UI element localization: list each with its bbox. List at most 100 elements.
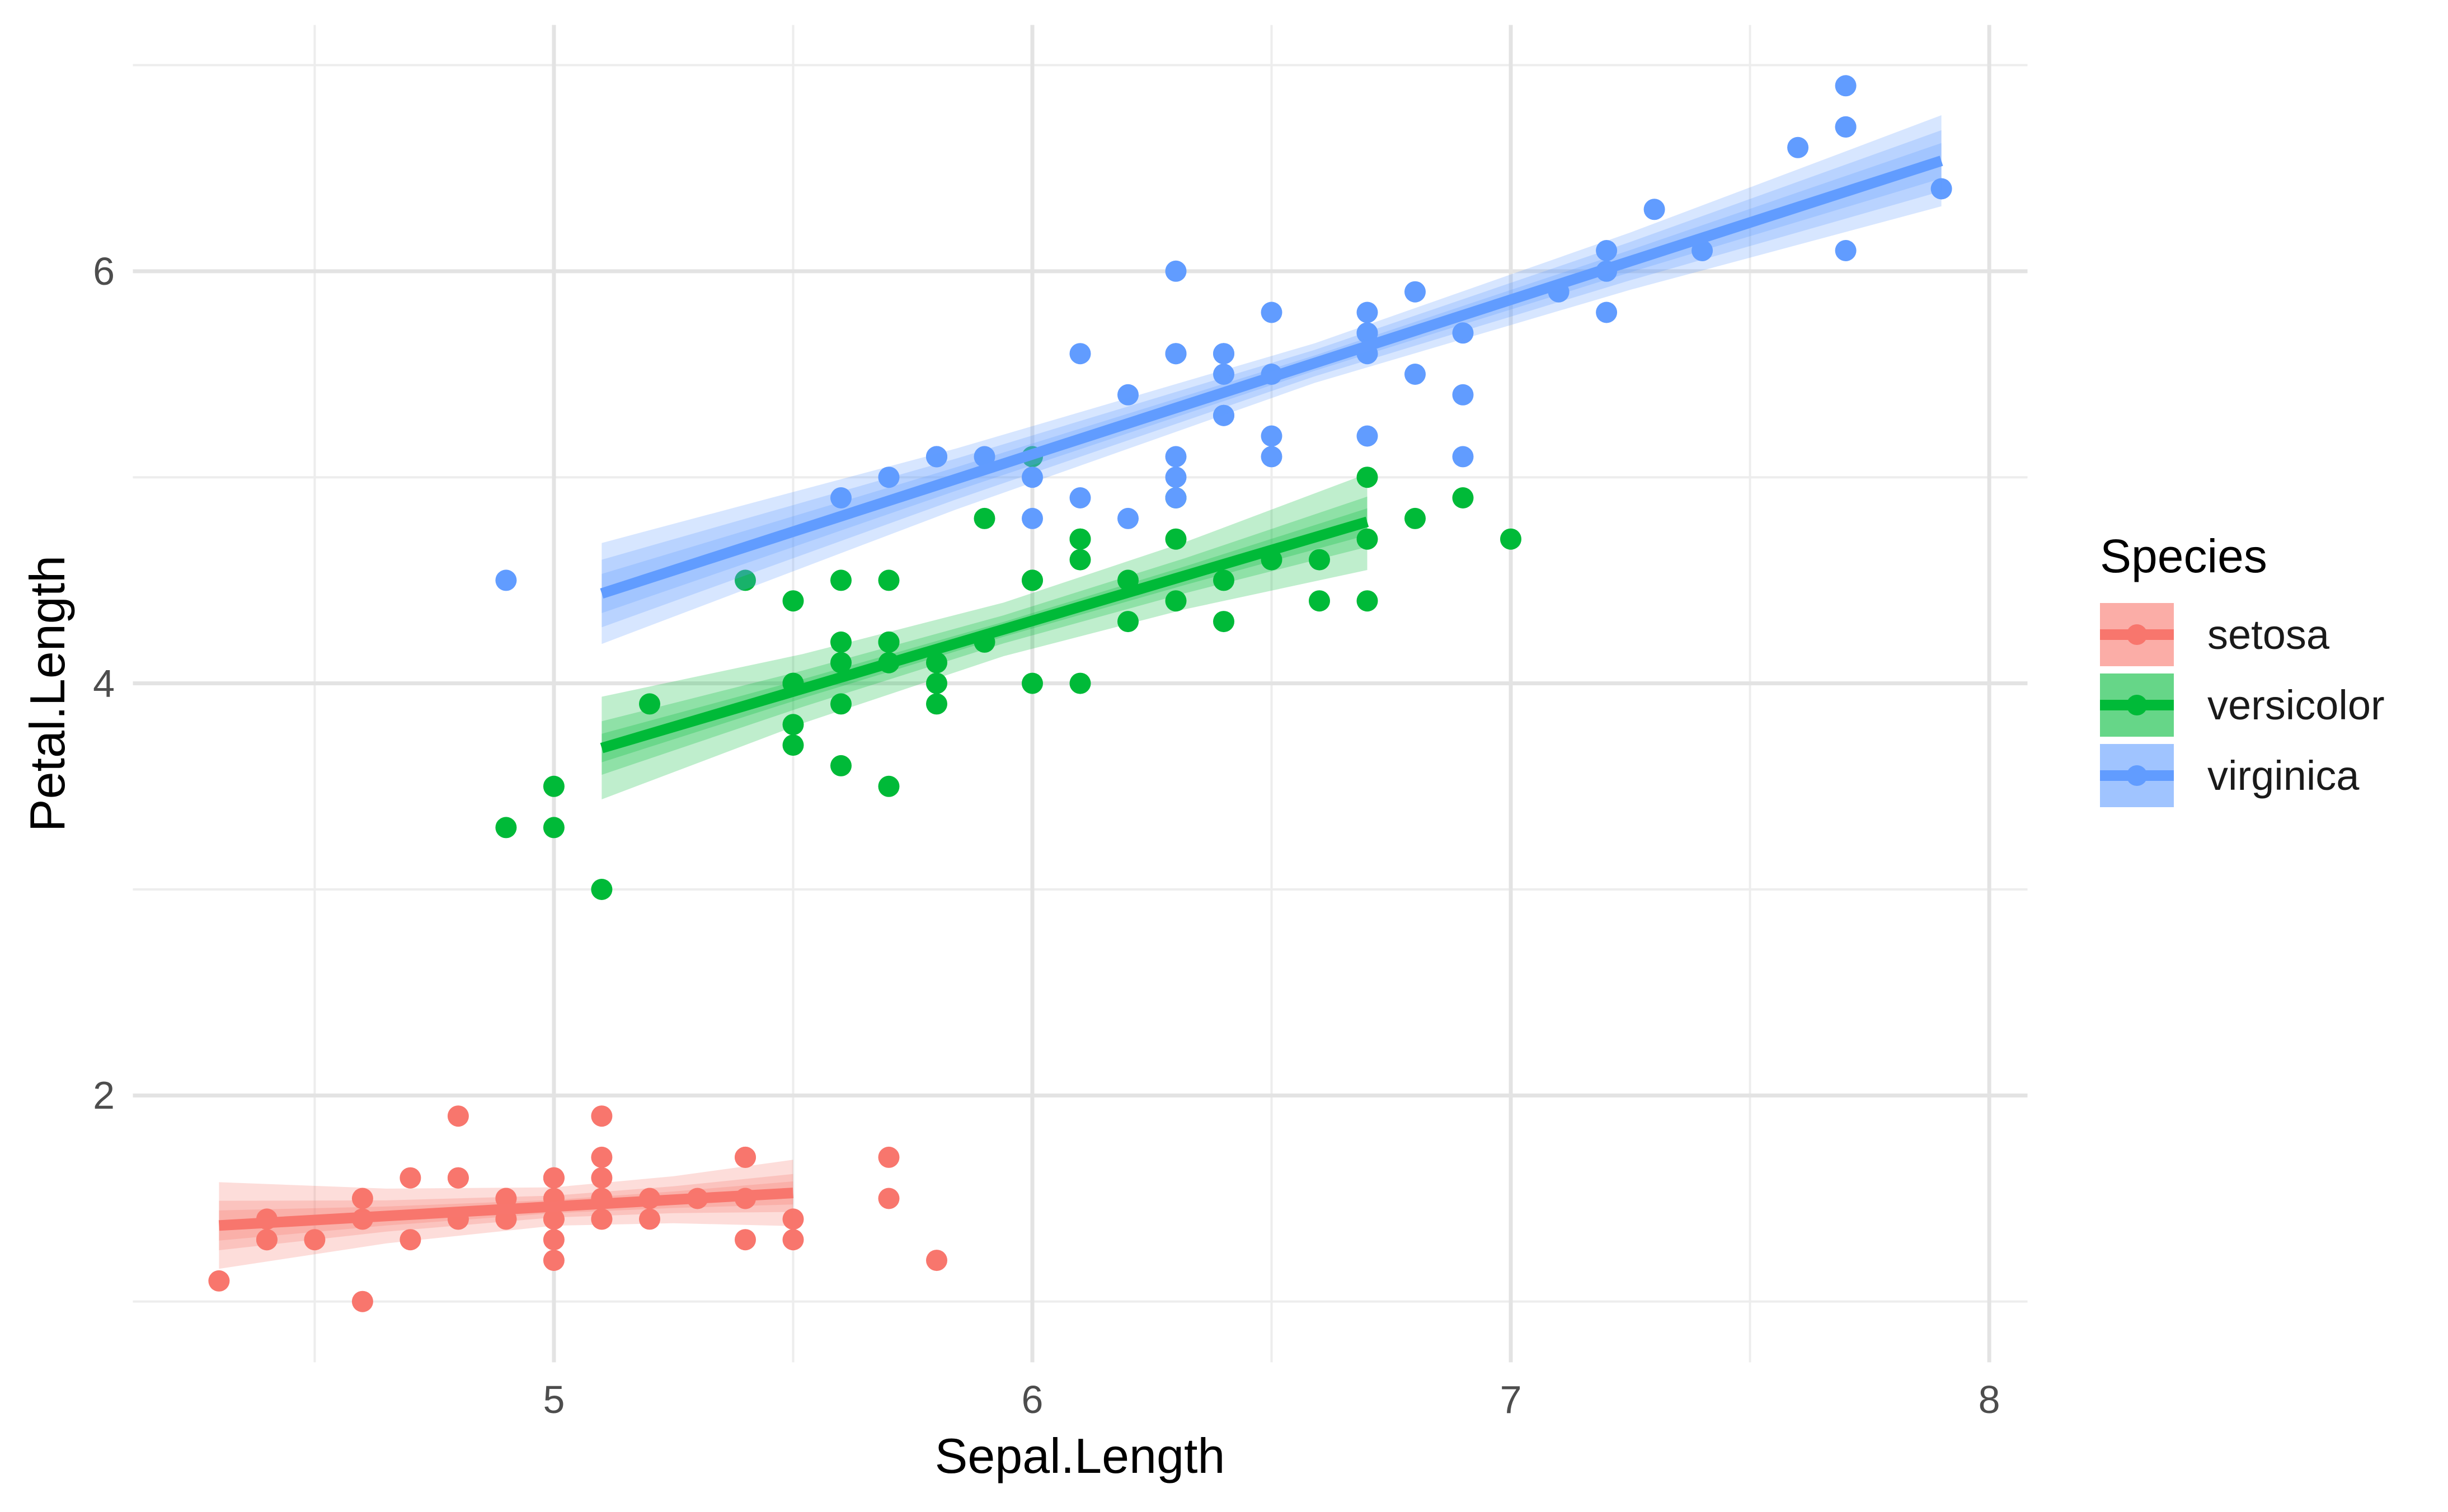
data-point	[1835, 75, 1857, 97]
data-point	[735, 1146, 756, 1168]
data-point	[1596, 302, 1618, 323]
data-point	[1022, 672, 1043, 694]
data-point	[1356, 467, 1378, 488]
x-tick-label: 6	[1021, 1378, 1044, 1421]
data-point	[495, 569, 517, 591]
legend-key-swatch	[2100, 744, 2174, 807]
data-point	[1500, 528, 1521, 550]
x-tick-label: 7	[1500, 1378, 1522, 1421]
data-point	[351, 1290, 373, 1312]
data-point	[543, 1208, 565, 1230]
y-tick-label: 2	[93, 1073, 115, 1118]
minor-gridlines	[133, 25, 2028, 1363]
data-point	[591, 1208, 613, 1230]
data-point	[1452, 384, 1474, 406]
data-point	[1069, 528, 1091, 550]
data-point	[1356, 590, 1378, 612]
data-point	[782, 1229, 804, 1251]
data-point	[1213, 569, 1234, 591]
data-point	[591, 1146, 613, 1168]
legend-entry-label: setosa	[2207, 611, 2330, 658]
data-point	[1404, 281, 1426, 303]
data-point	[878, 1188, 900, 1209]
data-point	[974, 507, 995, 529]
data-point	[830, 631, 852, 653]
legend-entry-label: versicolor	[2207, 681, 2385, 728]
data-point	[543, 1229, 565, 1251]
data-point	[1596, 240, 1618, 261]
legend-key-point	[2126, 765, 2148, 786]
regression-line-versicolor	[600, 516, 1369, 753]
data-point	[1356, 302, 1378, 323]
data-point	[1309, 590, 1330, 612]
data-point	[1835, 116, 1857, 138]
data-point	[782, 590, 804, 612]
data-point	[782, 1208, 804, 1230]
data-point	[1165, 487, 1187, 508]
data-point	[926, 693, 947, 715]
data-point	[1213, 364, 1234, 385]
legend: Species setosa versicolor virginica	[2100, 533, 2385, 814]
data-point	[1643, 199, 1665, 220]
data-point	[591, 879, 613, 900]
legend-entry-label: virginica	[2207, 752, 2360, 799]
data-point	[926, 652, 947, 673]
data-point	[351, 1188, 373, 1209]
data-point	[878, 775, 900, 797]
data-point	[1213, 404, 1234, 426]
data-point	[447, 1105, 469, 1127]
data-point	[1165, 467, 1187, 488]
data-point	[1356, 528, 1378, 550]
data-point	[830, 652, 852, 673]
data-point	[830, 755, 852, 776]
data-point	[1165, 528, 1187, 550]
data-point	[926, 1250, 947, 1271]
data-point	[495, 817, 517, 839]
legend-entry-versicolor: versicolor	[2100, 673, 2385, 737]
data-point	[591, 1105, 613, 1127]
data-point	[1069, 343, 1091, 365]
x-axis-title: Sepal.Length	[934, 1428, 1225, 1483]
data-point	[1452, 446, 1474, 468]
data-point	[1452, 322, 1474, 344]
data-point	[1022, 507, 1043, 529]
data-point	[543, 817, 565, 839]
data-point	[830, 569, 852, 591]
data-point	[1165, 260, 1187, 282]
data-point	[1356, 322, 1378, 344]
data-point	[1787, 136, 1809, 158]
data-point	[1165, 446, 1187, 468]
data-point	[1069, 672, 1091, 694]
data-point	[591, 1167, 613, 1189]
data-point	[1835, 240, 1857, 261]
data-point	[1213, 343, 1234, 365]
data-point	[878, 569, 900, 591]
data-point	[926, 672, 947, 694]
data-point	[304, 1229, 326, 1251]
data-point	[1309, 549, 1330, 571]
data-point	[639, 1208, 660, 1230]
data-point	[543, 1250, 565, 1271]
data-point	[878, 467, 900, 488]
legend-entry-virginica: virginica	[2100, 744, 2385, 807]
data-point	[1022, 467, 1043, 488]
data-point	[543, 1167, 565, 1189]
data-point	[1117, 384, 1139, 406]
data-point	[1691, 240, 1713, 261]
y-tick-label: 6	[93, 249, 115, 293]
data-point	[878, 631, 900, 653]
data-point	[1213, 611, 1234, 633]
data-point	[1165, 343, 1187, 365]
regression-line-virginica	[600, 156, 1943, 599]
data-point	[639, 693, 660, 715]
data-point	[1404, 507, 1426, 529]
points-versicolor	[495, 446, 1521, 900]
data-point	[1022, 569, 1043, 591]
data-point	[1069, 487, 1091, 508]
data-point	[1117, 507, 1139, 529]
data-point	[1404, 364, 1426, 385]
data-point	[782, 714, 804, 736]
data-point	[1165, 590, 1187, 612]
